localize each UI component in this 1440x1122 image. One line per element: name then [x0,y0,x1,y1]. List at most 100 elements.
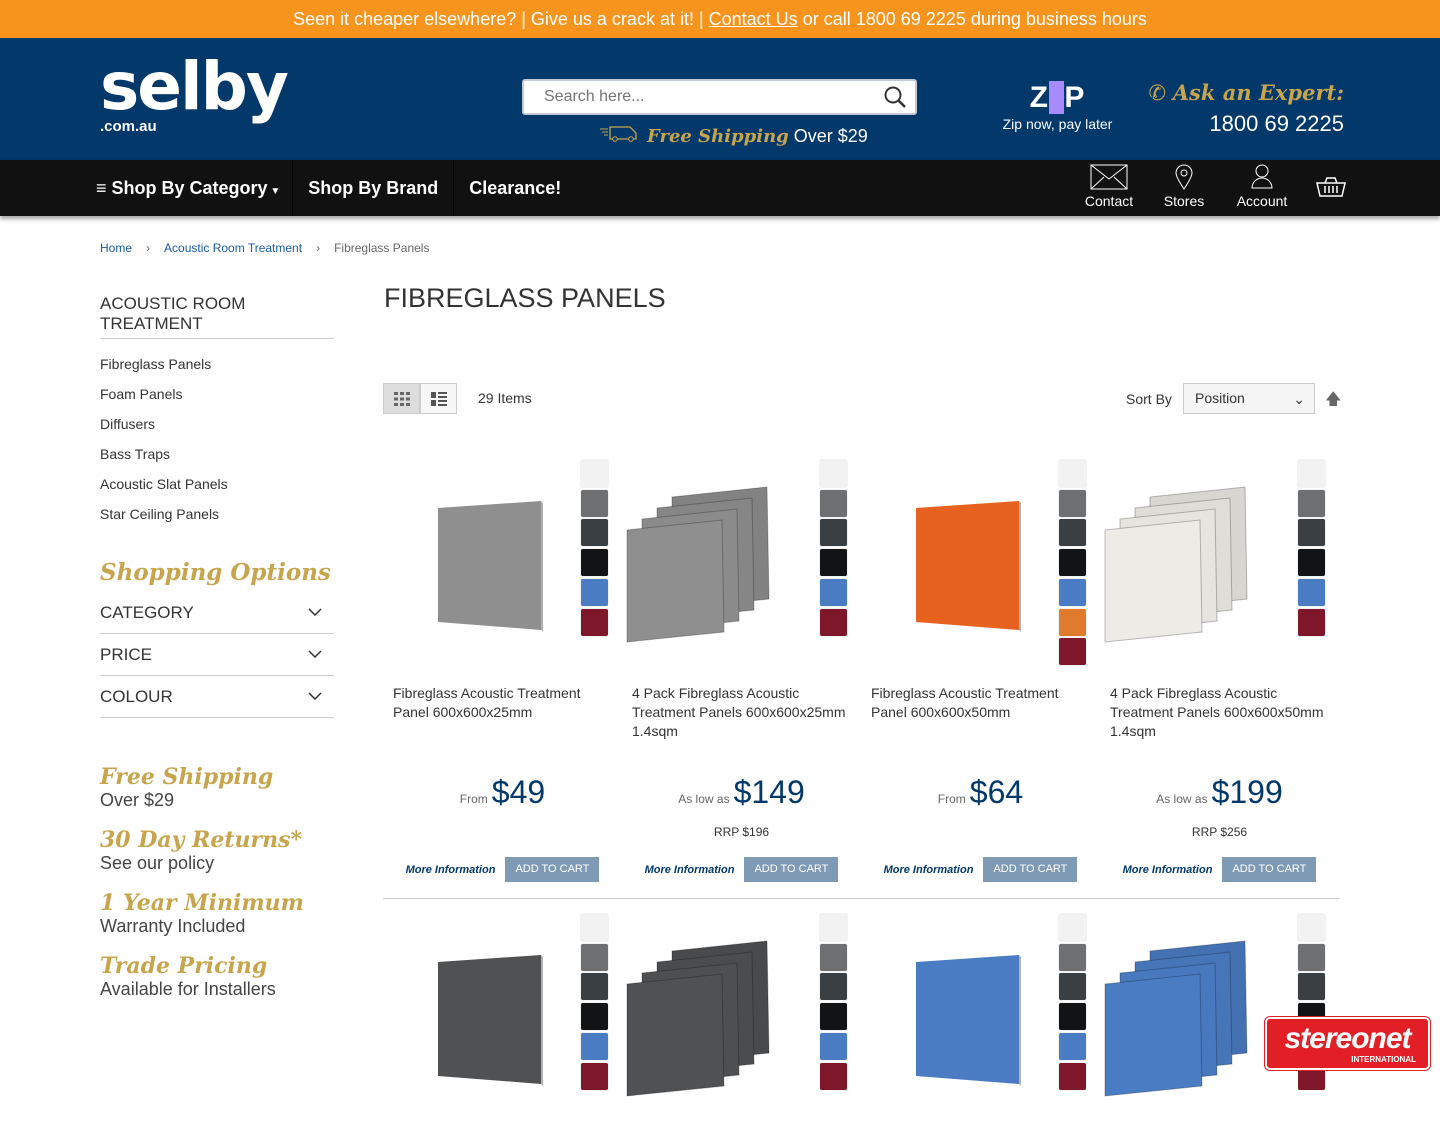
sort-direction-arrow-icon[interactable]: 🡅 [1325,391,1342,408]
more-information-link[interactable]: More Information [1122,863,1213,876]
colour-swatch[interactable] [820,1003,847,1031]
colour-swatch[interactable] [1298,519,1325,547]
sidebar-category-item[interactable]: Bass Traps [100,446,171,462]
colour-swatch[interactable] [581,1032,608,1060]
product-name[interactable]: Fibreglass Acoustic Treatment Panel 600x… [393,685,581,720]
colour-swatch[interactable] [820,519,847,547]
sidebar-category-item[interactable]: Star Ceiling Panels [100,506,220,522]
colour-swatch[interactable] [581,943,608,971]
colour-swatch[interactable] [581,519,608,547]
more-information-link[interactable]: More Information [644,863,735,876]
colour-swatch[interactable] [1059,1003,1086,1031]
list-view-icon[interactable] [420,383,457,414]
product-image[interactable] [622,912,861,1122]
filter-toggle[interactable]: CATEGORY [100,592,334,634]
colour-swatch[interactable] [820,914,847,941]
colour-swatch[interactable] [820,578,847,606]
search-input[interactable] [524,81,864,113]
colour-swatch[interactable] [1059,638,1086,666]
colour-swatch[interactable] [820,489,847,517]
colour-swatch[interactable] [1298,973,1325,1001]
product-image[interactable] [622,458,861,668]
colour-swatch[interactable] [581,973,608,1001]
account-button[interactable]: Account [1232,164,1292,209]
add-to-cart-button[interactable]: ADD TO CART [505,857,600,882]
nav-shop-by-category[interactable]: ≡ Shop By Category ▼ [0,160,294,216]
contact-button[interactable]: Contact [1080,164,1138,209]
add-to-cart-button[interactable]: ADD TO CART [983,857,1078,882]
colour-swatch[interactable] [581,460,608,487]
colour-swatch[interactable] [1059,460,1086,487]
grid-view-icon[interactable] [383,383,420,414]
sidebar-category-item[interactable]: Acoustic Slat Panels [100,476,228,492]
colour-swatch[interactable] [1298,460,1325,487]
stores-button[interactable]: Stores [1160,164,1208,209]
sort-select[interactable]: Position ⌄ [1183,383,1315,414]
cart-basket-icon[interactable] [1316,174,1346,201]
selby-logo[interactable]: selby .com.au [100,54,289,136]
colour-swatch[interactable] [1059,549,1086,577]
more-information-link[interactable]: More Information [883,863,974,876]
product-name[interactable]: Fibreglass Acoustic Treatment Panel 600x… [871,685,1059,720]
add-to-cart-button[interactable]: ADD TO CART [1222,857,1317,882]
product-image[interactable] [1100,912,1339,1122]
breadcrumb-home[interactable]: Home [100,241,133,255]
colour-swatch[interactable] [820,608,847,636]
expert-phone[interactable]: 1800 69 2225 [1209,111,1344,136]
stereonet-badge[interactable]: stereonet INTERNATIONAL [1264,1016,1431,1071]
colour-swatch[interactable] [581,1003,608,1031]
colour-swatch[interactable] [1059,578,1086,606]
nav-shop-by-brand[interactable]: Shop By Brand [293,160,455,216]
product-image[interactable] [1100,458,1339,668]
breadcrumb-acoustic[interactable]: Acoustic Room Treatment [164,241,303,255]
colour-swatch[interactable] [581,1062,608,1090]
colour-swatch[interactable] [820,549,847,577]
colour-swatch[interactable] [581,489,608,517]
product-image[interactable] [383,458,622,668]
perk-item[interactable]: 1 Year Minimum Warranty Included [100,890,334,937]
nav-clearance[interactable]: Clearance! [469,178,562,198]
contact-us-link[interactable]: Contact Us [708,9,798,29]
more-information-link[interactable]: More Information [405,863,496,876]
colour-swatch[interactable] [1298,943,1325,971]
colour-swatch[interactable] [581,549,608,577]
product-image[interactable] [861,912,1100,1122]
colour-swatch[interactable] [1059,519,1086,547]
ask-expert[interactable]: ✆ Ask an Expert: 1800 69 2225 [1148,80,1344,137]
filter-toggle[interactable]: COLOUR [100,676,334,718]
colour-swatch[interactable] [820,460,847,487]
colour-swatch[interactable] [1059,914,1086,941]
search-icon[interactable] [883,85,907,114]
sidebar-category-item[interactable]: Fibreglass Panels [100,356,212,372]
colour-swatch[interactable] [1298,549,1325,577]
colour-swatch[interactable] [1059,489,1086,517]
product-name[interactable]: 4 Pack Fibreglass Acoustic Treatment Pan… [632,685,846,739]
product-name[interactable]: 4 Pack Fibreglass Acoustic Treatment Pan… [1110,685,1324,739]
colour-swatch[interactable] [1059,973,1086,1001]
colour-swatch[interactable] [1298,914,1325,941]
colour-swatch[interactable] [1059,608,1086,636]
product-image[interactable] [383,912,622,1122]
perk-item[interactable]: 30 Day Returns* See our policy [100,827,334,874]
colour-swatch[interactable] [581,578,608,606]
filter-toggle[interactable]: PRICE [100,634,334,676]
colour-swatch[interactable] [1298,578,1325,606]
colour-swatch[interactable] [1059,1032,1086,1060]
colour-swatch[interactable] [820,1032,847,1060]
perk-item[interactable]: Free Shipping Over $29 [100,764,334,811]
colour-swatch[interactable] [820,973,847,1001]
colour-swatch[interactable] [820,943,847,971]
sidebar-category-item[interactable]: Foam Panels [100,386,183,402]
sidebar-category-item[interactable]: Diffusers [100,416,155,432]
colour-swatch[interactable] [1298,489,1325,517]
perk-item[interactable]: Trade Pricing Available for Installers [100,953,334,1000]
colour-swatch[interactable] [1298,608,1325,636]
colour-swatch[interactable] [581,608,608,636]
colour-swatch[interactable] [1059,943,1086,971]
add-to-cart-button[interactable]: ADD TO CART [744,857,839,882]
colour-swatch[interactable] [1059,1062,1086,1090]
colour-swatch[interactable] [820,1062,847,1090]
zip-promo[interactable]: Z I P Zip now, pay later [995,80,1120,132]
colour-swatch[interactable] [581,914,608,941]
product-image[interactable] [861,458,1100,668]
